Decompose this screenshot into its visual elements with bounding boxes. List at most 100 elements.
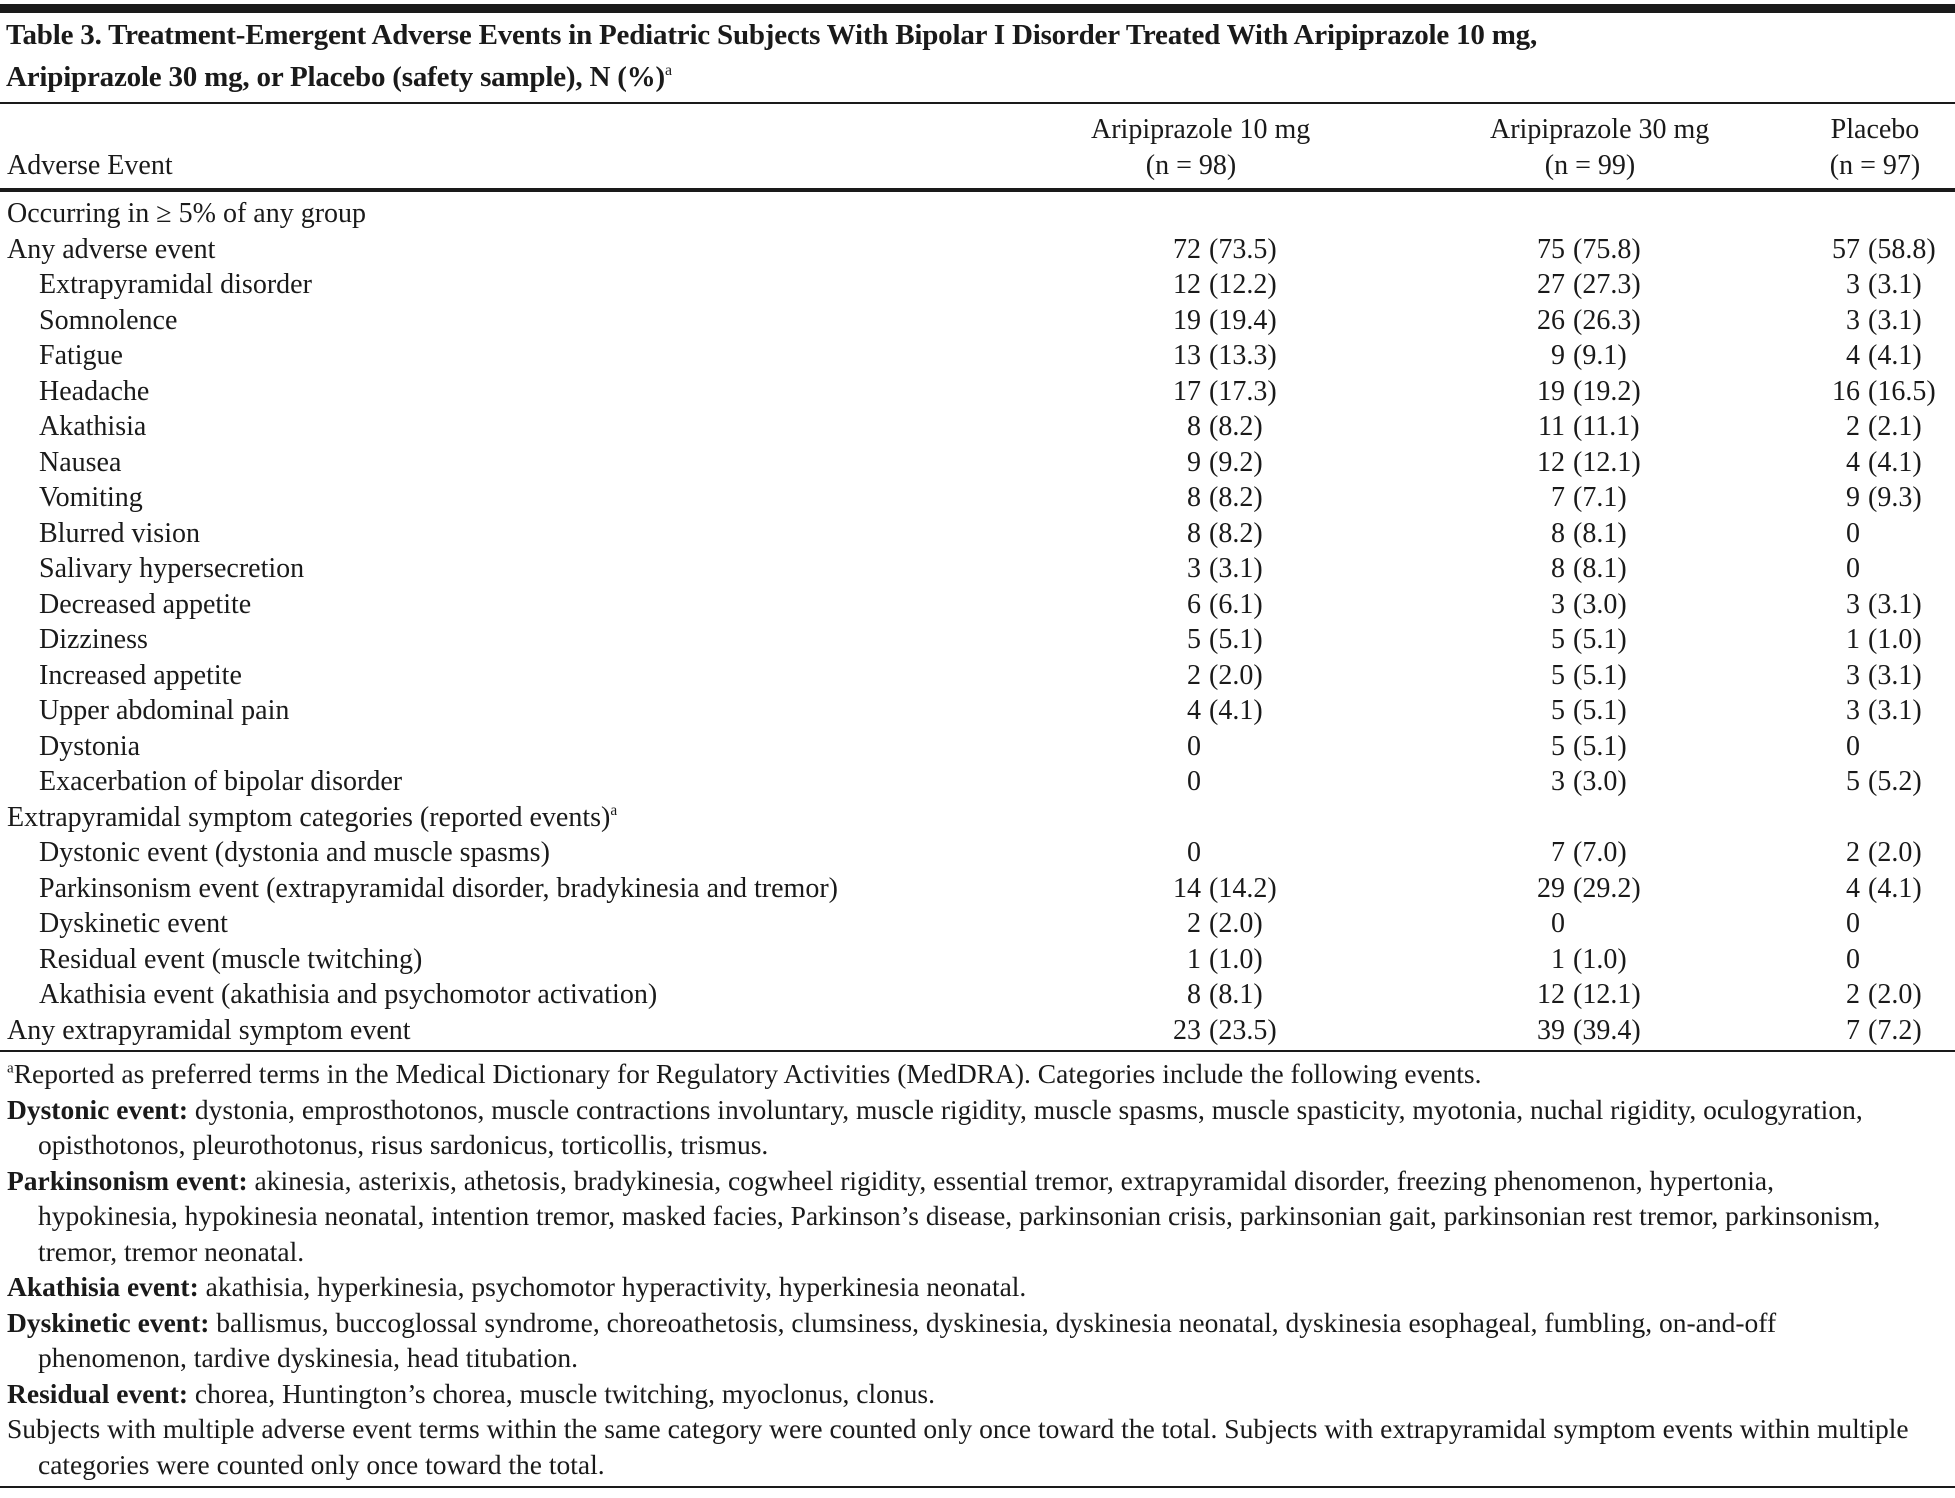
- cell-percent: (11.1): [1573, 411, 1640, 442]
- title-rule: [0, 102, 1955, 104]
- cell-count: 5: [1551, 730, 1565, 762]
- row-label: Residual event (muscle twitching): [39, 942, 422, 978]
- footnote-text: akathisia, hyperkinesia, psychomotor hyp…: [198, 1271, 1027, 1302]
- footnote-label: Akathisia event:: [7, 1271, 199, 1302]
- cell-percent: (8.2): [1209, 482, 1263, 513]
- row-label: Headache: [39, 374, 149, 410]
- cell-percent: (19.4): [1209, 304, 1277, 336]
- cell-count: 12: [1537, 446, 1565, 478]
- table-body: Occurring in ≥ 5% of any group Any advers…: [0, 196, 1955, 1048]
- cell-percent: (5.1): [1573, 659, 1627, 691]
- cell-count: 4: [1846, 446, 1860, 478]
- row-label: Vomiting: [39, 480, 143, 516]
- cell-count: 3: [1846, 304, 1860, 336]
- table-row: Extrapyramidal symptom categories (repor…: [0, 800, 1955, 836]
- cell-percent: (5.1): [1573, 624, 1627, 655]
- cell-count: 72: [1173, 233, 1201, 265]
- cell-percent: (8.1): [1573, 517, 1627, 549]
- footnote-text: Reported as preferred terms in the Medic…: [13, 1058, 1482, 1089]
- table-row: Akathisia event (akathisia and psychomot…: [0, 977, 1955, 1013]
- cell-count: 4: [1846, 340, 1860, 371]
- footnote: Subjects with multiple adverse event ter…: [7, 1411, 1912, 1482]
- row-label-text: Occurring in ≥ 5% of any group: [7, 198, 367, 229]
- cell-count: 3: [1846, 659, 1860, 691]
- cell-percent: (3.1): [1868, 659, 1922, 691]
- footnote-text: Subjects with multiple adverse event ter…: [7, 1413, 1909, 1480]
- footnotes: aReported as preferred terms in the Medi…: [7, 1056, 1912, 1482]
- cell-percent: (2.0): [1209, 908, 1263, 939]
- table-row: Dystonic event (dystonia and muscle spas…: [0, 835, 1955, 871]
- cell-count: 3: [1187, 553, 1201, 584]
- row-label-text: Headache: [39, 375, 150, 407]
- cell-count: 1: [1846, 624, 1860, 655]
- row-label-text: Salivary hypersecretion: [39, 553, 305, 584]
- table-title: Table 3. Treatment-Emergent Adverse Even…: [6, 14, 1951, 98]
- table-row: Increased appetite 2 (2.0) 5 (5.1) 3 (3.1): [0, 658, 1955, 694]
- footnote-label: Residual event:: [7, 1377, 189, 1409]
- table-row: Nausea 9 (9.2) 12 (12.1) 4 (4.1): [0, 445, 1955, 481]
- footnote: Parkinsonism event: akinesia, asterixis,…: [7, 1163, 1912, 1270]
- table-row: Salivary hypersecretion 3 (3.1) 8 (8.1) 0: [0, 551, 1955, 587]
- row-label: Somnolence: [39, 303, 177, 339]
- cell-percent: (5.1): [1573, 730, 1627, 762]
- footnote-marker: a: [7, 1060, 14, 1077]
- cell-percent: (3.1): [1868, 269, 1922, 300]
- cell-percent: (8.1): [1573, 553, 1627, 584]
- cell-percent: (12.2): [1209, 269, 1277, 300]
- cell-count: 5: [1187, 624, 1201, 655]
- row-label-text: Residual event (muscle twitching): [39, 943, 423, 975]
- table-row: Akathisia 8 (8.2) 11 (11.1) 2 (2.1): [0, 409, 1955, 445]
- column-header-adverse-event: Adverse Event: [7, 150, 173, 181]
- table-row: Dyskinetic event 2 (2.0) 0 0: [0, 906, 1955, 942]
- table-row: Dizziness 5 (5.1) 5 (5.1) 1 (1.0): [0, 622, 1955, 658]
- row-label-text: Extrapyramidal symptom categories (repor…: [7, 801, 611, 833]
- row-label-text: Fatigue: [39, 340, 123, 371]
- row-label-text: Somnolence: [39, 304, 178, 336]
- row-label-text: Exacerbation of bipolar disorder: [39, 766, 403, 797]
- bottom-rule: [0, 1486, 1955, 1488]
- table-row: Parkinsonism event (extrapyramidal disor…: [0, 871, 1955, 907]
- cell-percent: (39.4): [1573, 1014, 1641, 1046]
- cell-count: 9: [1846, 482, 1860, 513]
- table-row: Somnolence 19 (19.4) 26 (26.3) 3 (3.1): [0, 303, 1955, 339]
- cell-percent: (2.0): [1868, 837, 1922, 868]
- cell-percent: (26.3): [1573, 304, 1641, 336]
- cell-percent: (27.3): [1573, 269, 1641, 300]
- cell-count: 13: [1173, 340, 1201, 371]
- row-label: Dizziness: [39, 622, 148, 658]
- cell-count: 0: [1846, 517, 1860, 549]
- cell-count: 3: [1846, 588, 1860, 620]
- cell-percent: (2.0): [1209, 659, 1263, 691]
- row-label: Any extrapyramidal symptom event: [7, 1013, 411, 1049]
- table-row: Any extrapyramidal symptom event 23 (23.5)…: [0, 1013, 1955, 1049]
- row-label: Dyskinetic event: [39, 906, 228, 942]
- cell-count: 11: [1538, 411, 1565, 442]
- footnote-label: Dyskinetic event:: [7, 1306, 210, 1338]
- footnote-text: ballismus, buccoglossal syndrome, choreo…: [38, 1306, 1777, 1374]
- cell-count: 0: [1846, 943, 1860, 975]
- cell-percent: (1.0): [1573, 943, 1627, 975]
- footnote-marker: a: [664, 61, 672, 79]
- row-label-text: Any adverse event: [7, 233, 216, 265]
- footnote-text: akinesia, asterixis, athetosis, bradykin…: [38, 1164, 1881, 1267]
- cell-percent: (58.8): [1868, 233, 1936, 265]
- row-label: Fatigue: [39, 338, 123, 374]
- cell-count: 1: [1551, 943, 1565, 975]
- footnote: Akathisia event: akathisia, hyperkinesia…: [7, 1269, 1912, 1305]
- cell-percent: (12.1): [1573, 446, 1641, 478]
- table-row: Headache 17 (17.3) 19 (19.2) 16 (16.5): [0, 374, 1955, 410]
- cell-percent: (3.1): [1868, 588, 1922, 620]
- cell-count: 8: [1187, 517, 1201, 549]
- column-n: (n = 97): [1829, 150, 1921, 181]
- row-label: Exacerbation of bipolar disorder: [39, 764, 402, 800]
- cell-count: 9: [1551, 340, 1565, 371]
- cell-percent: (14.2): [1209, 872, 1277, 904]
- cell-count: 0: [1187, 766, 1201, 797]
- column-header-aripiprazole-10: Aripiprazole 10 mg (n = 98): [1091, 112, 1310, 184]
- cell-count: 7: [1846, 1014, 1860, 1046]
- column-n: (n = 98): [1145, 150, 1237, 181]
- cell-percent: (3.1): [1868, 695, 1922, 726]
- cell-percent: (5.1): [1573, 695, 1627, 726]
- footnote-text: dystonia, emprosthotonos, muscle contrac…: [38, 1093, 1863, 1161]
- cell-count: 4: [1187, 695, 1201, 726]
